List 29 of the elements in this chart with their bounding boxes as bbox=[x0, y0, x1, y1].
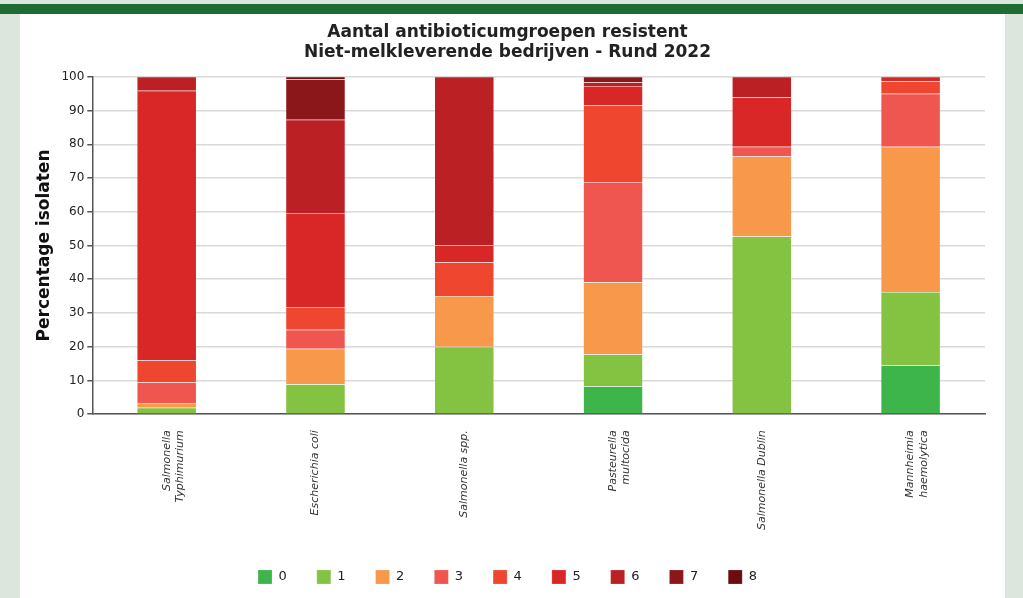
x-tick-label: Salmonella spp. bbox=[457, 430, 471, 518]
y-tick-label: 20 bbox=[69, 338, 85, 353]
text: Aantal antibioticumgroepen resistent bbox=[327, 20, 688, 41]
y-tick-label: 0 bbox=[76, 406, 85, 421]
legend-label: 6 bbox=[631, 568, 640, 584]
x-tick-label: Salmonella Typhimurium bbox=[159, 429, 186, 503]
text: Niet-melkleverende bedrijven - Rund 2022 bbox=[304, 41, 711, 62]
y-tick-label: 30 bbox=[69, 305, 85, 320]
legend-label: 3 bbox=[454, 568, 464, 584]
legend-label: 5 bbox=[572, 568, 581, 584]
y-tick-label: 10 bbox=[69, 372, 85, 387]
y-tick-label: 70 bbox=[69, 170, 85, 185]
legend-label: 2 bbox=[396, 568, 405, 584]
x-tick-label: Mannheimia haemolytica bbox=[903, 429, 930, 498]
x-tick-label: Escherichia coli bbox=[308, 430, 322, 516]
legend-label: 8 bbox=[748, 568, 757, 584]
x-tick-label: Pasteurella multocida bbox=[605, 429, 633, 492]
y-tick-label: 100 bbox=[61, 68, 85, 83]
y-tick-label: 80 bbox=[69, 136, 85, 151]
y-tick-label: 60 bbox=[69, 203, 85, 218]
y-tick-label: 40 bbox=[69, 271, 85, 286]
legend-label: 1 bbox=[337, 568, 346, 584]
legend-label: 4 bbox=[513, 568, 522, 584]
y-tick-label: 50 bbox=[69, 237, 85, 252]
legend-label: 7 bbox=[689, 568, 699, 584]
legend-label: 0 bbox=[278, 568, 287, 584]
y-axis-title: Percentage isolaten bbox=[32, 149, 53, 342]
y-tick-label: 90 bbox=[69, 102, 85, 117]
x-tick-label: Salmonella Dublin bbox=[754, 430, 768, 531]
